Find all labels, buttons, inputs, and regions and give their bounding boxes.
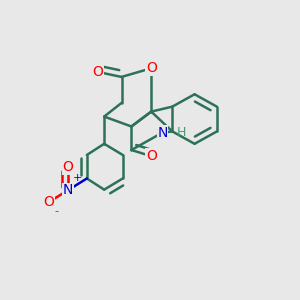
Text: O: O xyxy=(146,61,157,75)
Text: N: N xyxy=(157,126,168,140)
Text: N: N xyxy=(63,183,73,197)
Text: +: + xyxy=(73,173,83,183)
Text: O: O xyxy=(92,65,104,79)
Text: O: O xyxy=(44,195,54,209)
Text: O: O xyxy=(146,149,157,163)
Text: -: - xyxy=(54,206,58,216)
Text: O: O xyxy=(62,160,73,174)
Text: H: H xyxy=(177,126,186,139)
